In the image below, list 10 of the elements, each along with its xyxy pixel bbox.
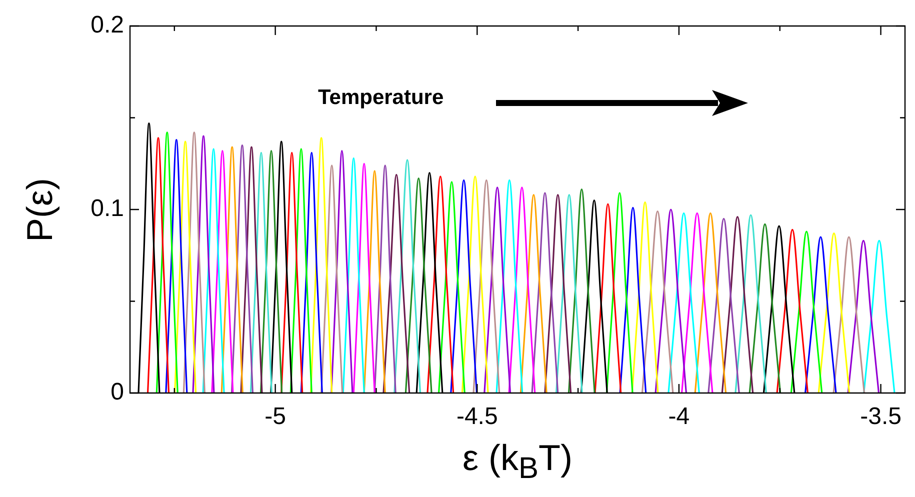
x-tick-label: -5	[264, 403, 286, 430]
x-tick-label: -4.5	[456, 403, 498, 430]
annotation: Temperature	[318, 86, 444, 110]
x-tick-label: -4	[668, 403, 690, 430]
y-tick-label: 0.2	[90, 12, 124, 39]
y-tick-label: 0	[110, 378, 124, 406]
y-tick-label: 0.1	[90, 195, 124, 222]
x-axis-title: ε (k$_{B}$T)	[461, 437, 574, 488]
y-axis-title: P(ε)	[19, 178, 61, 242]
x-tick-label: -3.5	[860, 403, 902, 430]
